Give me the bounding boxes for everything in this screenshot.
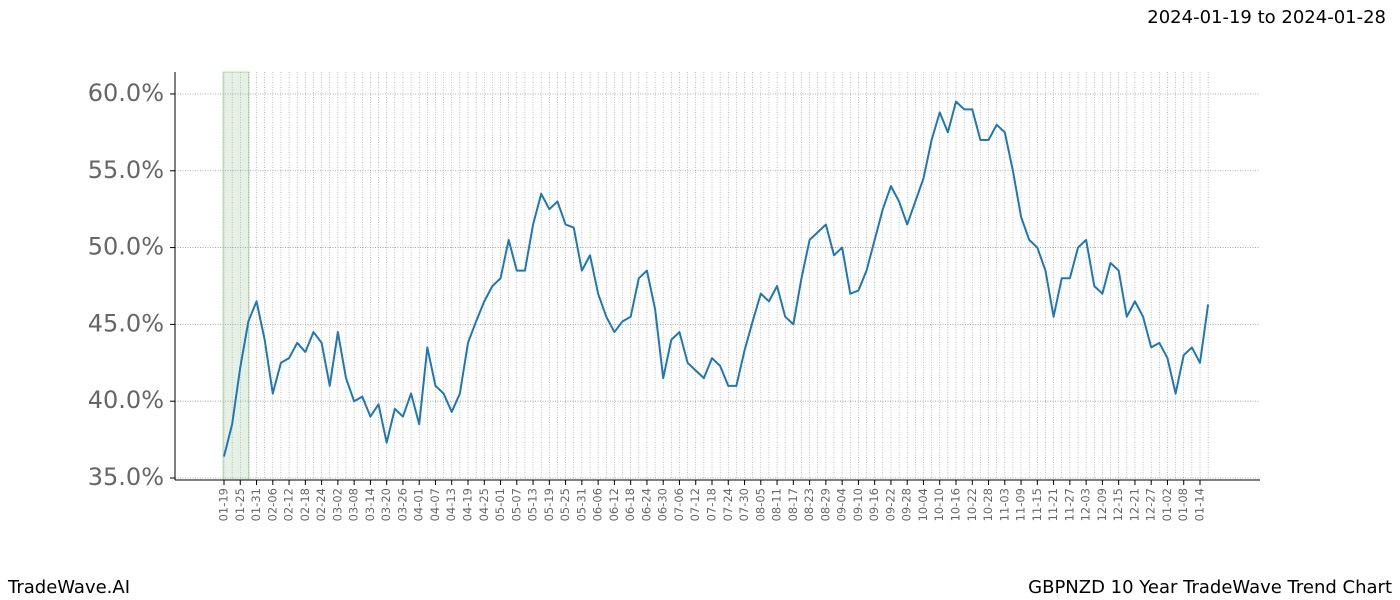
x-tick-label: 12-21 xyxy=(1127,488,1141,521)
y-tick-label: 35.0% xyxy=(88,463,164,491)
grid xyxy=(175,72,1260,480)
x-tick-label: 05-25 xyxy=(558,488,572,521)
x-tick-label: 03-02 xyxy=(330,488,344,521)
x-tick-label: 05-31 xyxy=(574,488,588,521)
x-tick-label: 07-30 xyxy=(737,488,751,521)
x-tick-label: 10-10 xyxy=(932,488,946,521)
x-tick-label: 03-08 xyxy=(347,488,361,521)
x-tick-label: 09-16 xyxy=(867,488,881,521)
x-tick-label: 08-05 xyxy=(753,488,767,521)
x-tick-label: 06-18 xyxy=(623,488,637,521)
x-tick-label: 03-26 xyxy=(395,488,409,521)
x-tick-label: 04-01 xyxy=(412,488,426,521)
x-tick-label: 08-11 xyxy=(770,488,784,521)
x-tick-label: 08-29 xyxy=(818,488,832,521)
highlight-range xyxy=(222,71,250,481)
x-tick-label: 02-06 xyxy=(265,488,279,521)
x-tick-label: 01-02 xyxy=(1160,488,1174,521)
x-tick-label: 01-25 xyxy=(233,488,247,521)
x-tick-label: 01-14 xyxy=(1193,488,1207,521)
brand: TradeWave.AI xyxy=(7,577,130,598)
date-range: 2024-01-19 to 2024-01-28 xyxy=(1147,7,1386,28)
x-tick-label: 08-23 xyxy=(802,488,816,521)
y-tick-label: 45.0% xyxy=(88,309,164,337)
x-tick-label: 11-21 xyxy=(1046,488,1060,521)
x-tick-label: 10-04 xyxy=(916,488,930,521)
y-tick-label: 55.0% xyxy=(88,156,164,184)
x-tick-label: 12-09 xyxy=(1095,488,1109,521)
x-tick-label: 10-16 xyxy=(949,488,963,521)
x-tick-label: 07-06 xyxy=(672,488,686,521)
x-tick-label: 09-28 xyxy=(900,488,914,521)
x-tick-label: 11-27 xyxy=(1062,488,1076,521)
x-tick-label: 01-19 xyxy=(217,488,231,521)
x-tick-label: 12-15 xyxy=(1111,488,1125,521)
x-tick-label: 06-30 xyxy=(656,488,670,521)
x-tick-label: 04-25 xyxy=(477,488,491,521)
x-tick-label: 02-18 xyxy=(298,488,312,521)
x-tick-label: 06-12 xyxy=(607,488,621,521)
x-tick-label: 12-27 xyxy=(1144,488,1158,521)
x-tick-label: 02-12 xyxy=(282,488,296,521)
x-tick-label: 04-19 xyxy=(461,488,475,521)
x-tick-label: 05-07 xyxy=(509,488,523,521)
x-tick-label: 10-28 xyxy=(981,488,995,521)
trend-line xyxy=(223,100,1210,457)
y-tick-label: 40.0% xyxy=(88,386,164,414)
x-tick-label: 07-12 xyxy=(688,488,702,521)
x-tick-label: 06-24 xyxy=(639,488,653,521)
x-tick-label: 02-24 xyxy=(314,488,328,521)
x-tick-label: 09-04 xyxy=(835,488,849,521)
x-tick-label: 11-15 xyxy=(1030,488,1044,521)
x-tick-label: 04-13 xyxy=(444,488,458,521)
x-tick-label: 08-17 xyxy=(786,488,800,521)
x-tick-label: 11-09 xyxy=(1014,488,1028,521)
x-tick-label: 05-01 xyxy=(493,488,507,521)
x-tick-label: 09-22 xyxy=(883,488,897,521)
x-tick-label: 06-06 xyxy=(591,488,605,521)
y-tick-label: 50.0% xyxy=(88,233,164,261)
x-tick-label: 11-03 xyxy=(997,488,1011,521)
y-tick-label: 60.0% xyxy=(88,79,164,107)
x-tick-label: 05-19 xyxy=(542,488,556,521)
x-tick-label: 05-13 xyxy=(526,488,540,521)
x-tick-label: 01-08 xyxy=(1176,488,1190,521)
x-tick-label: 10-22 xyxy=(965,488,979,521)
x-tick-label: 04-07 xyxy=(428,488,442,521)
x-tick-label: 07-24 xyxy=(721,488,735,521)
x-tick-label: 12-03 xyxy=(1079,488,1093,521)
x-tick-label: 07-18 xyxy=(705,488,719,521)
x-tick-label: 03-20 xyxy=(379,488,393,521)
x-tick-label: 09-10 xyxy=(851,488,865,521)
x-tick-label: 01-31 xyxy=(249,488,263,521)
chart-caption: GBPNZD 10 Year TradeWave Trend Chart xyxy=(1028,577,1392,598)
x-tick-label: 03-14 xyxy=(363,488,377,521)
